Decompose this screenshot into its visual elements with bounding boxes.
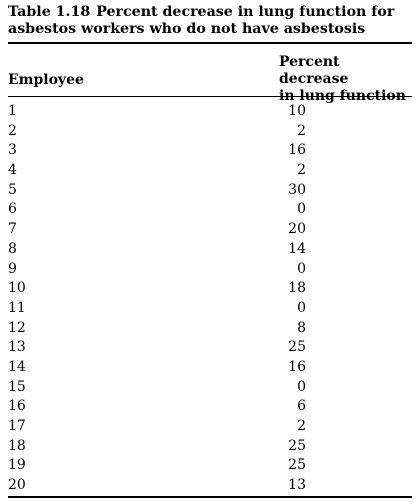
percent-cell: 2 <box>297 162 306 179</box>
employee-cell: 10 <box>8 280 26 297</box>
employee-cell: 18 <box>8 437 26 454</box>
table-body: 1 10 2 2 3 16 4 2 5 30 6 0 7 20 8 14 9 0 10 18 11 0 12 8 13 25 14 1… <box>8 102 412 496</box>
percent-cell: 0 <box>297 378 306 395</box>
table-caption: Table 1.18 Percent decrease in lung funct… <box>8 4 412 38</box>
table-row: 14 16 <box>8 358 412 378</box>
percent-cell: 13 <box>288 477 306 494</box>
employee-cell: 17 <box>8 418 26 434</box>
percent-cell: 18 <box>288 280 306 297</box>
percent-cell: 16 <box>288 142 306 159</box>
table-row: 11 0 <box>8 299 412 319</box>
percent-cell: 2 <box>297 418 306 434</box>
employee-cell: 13 <box>8 339 26 356</box>
employee-cell: 12 <box>8 319 26 336</box>
column-header-employee: Employee <box>8 72 84 88</box>
table-row: 20 13 <box>8 476 412 496</box>
percent-cell: 10 <box>288 103 306 119</box>
top-rule <box>8 42 412 44</box>
employee-cell: 1 <box>8 103 17 119</box>
percent-cell: 16 <box>288 358 306 375</box>
employee-cell: 4 <box>8 162 17 179</box>
table-row: 19 25 <box>8 456 412 476</box>
table-row: 1 10 <box>8 102 412 122</box>
table-row: 18 25 <box>8 437 412 457</box>
employee-cell: 15 <box>8 378 26 395</box>
table-row: 15 0 <box>8 378 412 398</box>
column-header-percent-line1: Percent decrease <box>279 54 349 87</box>
table-row: 10 18 <box>8 279 412 299</box>
table-row: 16 6 <box>8 397 412 417</box>
percent-cell: 6 <box>297 398 306 415</box>
percent-cell: 25 <box>288 339 306 356</box>
table-row: 5 30 <box>8 181 412 201</box>
employee-cell: 5 <box>8 181 17 198</box>
percent-cell: 0 <box>297 299 306 316</box>
percent-cell: 8 <box>297 319 306 336</box>
percent-cell: 0 <box>297 260 306 277</box>
table-row: 13 25 <box>8 338 412 358</box>
column-header-percent: Percent decrease in lung function <box>279 54 409 105</box>
employee-cell: 14 <box>8 358 26 375</box>
table-row: 17 2 <box>8 417 412 437</box>
percent-cell: 30 <box>288 181 306 198</box>
percent-cell: 2 <box>297 122 306 139</box>
employee-cell: 3 <box>8 142 17 159</box>
percent-cell: 14 <box>288 240 306 257</box>
bottom-rule <box>8 496 412 498</box>
percent-cell: 25 <box>288 457 306 474</box>
percent-cell: 0 <box>297 201 306 218</box>
employee-cell: 20 <box>8 477 26 494</box>
employee-cell: 16 <box>8 398 26 415</box>
table-row: 7 20 <box>8 220 412 240</box>
table-number: Table 1.18 <box>8 4 91 20</box>
employee-cell: 6 <box>8 201 17 218</box>
header-rule <box>8 96 412 97</box>
table-row: 8 14 <box>8 240 412 260</box>
table-row: 12 8 <box>8 319 412 339</box>
employee-cell: 19 <box>8 457 26 474</box>
employee-cell: 8 <box>8 240 17 257</box>
employee-cell: 7 <box>8 221 17 238</box>
percent-cell: 20 <box>288 221 306 238</box>
percent-cell: 25 <box>288 437 306 454</box>
employee-cell: 11 <box>8 299 26 316</box>
employee-cell: 9 <box>8 260 17 277</box>
employee-cell: 2 <box>8 122 17 139</box>
table-title: Percent decrease in lung function for as… <box>8 4 395 37</box>
table-row: 3 16 <box>8 141 412 161</box>
